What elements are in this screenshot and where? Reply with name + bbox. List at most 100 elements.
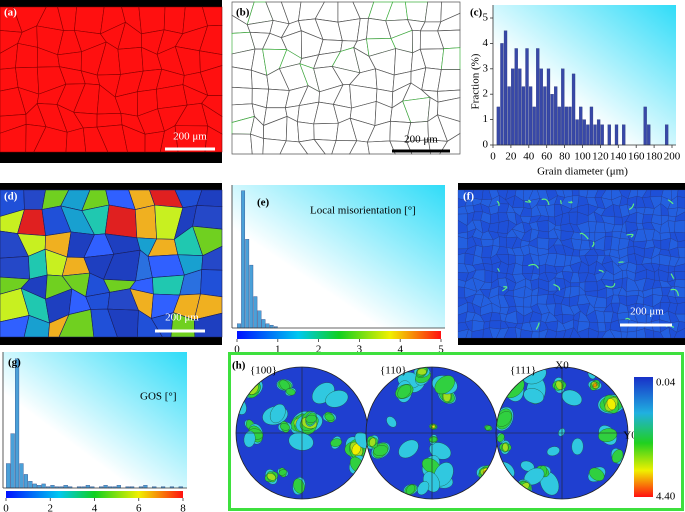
grain bbox=[15, 43, 38, 69]
x-tick-label: 140 bbox=[610, 151, 627, 163]
x-tick-label: 120 bbox=[592, 151, 609, 163]
pole-figure-outline bbox=[495, 366, 629, 500]
misorientation-band bbox=[496, 200, 500, 207]
histogram-bar bbox=[10, 433, 15, 489]
grain bbox=[393, 48, 413, 76]
intensity-contour bbox=[278, 469, 287, 476]
grain bbox=[74, 6, 105, 35]
histogram-bar bbox=[525, 48, 529, 146]
intensity-contour bbox=[593, 383, 597, 388]
histogram-bar bbox=[85, 485, 90, 489]
grain bbox=[674, 257, 685, 267]
histogram-bar bbox=[589, 106, 594, 146]
intensity-contour bbox=[610, 367, 628, 381]
x-tick-label: 1 bbox=[275, 344, 281, 356]
histogram-bar bbox=[614, 124, 619, 146]
x-tick-label: 2 bbox=[316, 344, 322, 356]
histogram-bar bbox=[14, 358, 20, 489]
x-tick-label: 4 bbox=[92, 503, 98, 512]
grain bbox=[522, 264, 534, 275]
grain bbox=[675, 297, 685, 305]
y-tick-label: 4 bbox=[483, 37, 489, 49]
histogram-bar bbox=[116, 485, 121, 489]
intensity-contour bbox=[285, 388, 296, 396]
misorientation-band bbox=[553, 283, 561, 291]
grain bbox=[675, 302, 685, 315]
grain bbox=[673, 263, 685, 272]
intensity-contour bbox=[546, 446, 560, 457]
x-tick-label: 20 bbox=[505, 151, 517, 163]
panel-frame bbox=[228, 352, 684, 511]
histogram-bar bbox=[23, 474, 28, 489]
grain bbox=[0, 255, 30, 280]
histogram-bar bbox=[664, 124, 669, 146]
plot-background bbox=[232, 185, 445, 328]
grain bbox=[667, 215, 677, 222]
grain-map-d bbox=[0, 189, 223, 338]
scale-bar-label: 200 μm bbox=[173, 131, 207, 143]
grain bbox=[200, 269, 223, 298]
histogram-bar bbox=[253, 296, 258, 329]
intensity-contour bbox=[497, 433, 505, 443]
histogram-bar bbox=[536, 48, 540, 146]
grain bbox=[437, 69, 461, 92]
colorbar bbox=[237, 331, 441, 339]
grain bbox=[673, 271, 685, 281]
x-tick-label: 5 bbox=[438, 344, 444, 356]
histogram-bar bbox=[586, 124, 590, 146]
histogram-bar bbox=[550, 94, 554, 146]
intensity-contour bbox=[523, 388, 544, 404]
intensity-contour bbox=[417, 368, 427, 376]
x-tick-label: 40 bbox=[523, 151, 535, 163]
grain bbox=[677, 240, 685, 248]
grain bbox=[584, 281, 598, 292]
intensity-contour bbox=[386, 416, 397, 428]
y-tick-label: 3 bbox=[483, 62, 489, 74]
x-tick-label: 0 bbox=[234, 344, 240, 356]
annotation: GOS [°] bbox=[140, 391, 176, 403]
histogram-bar bbox=[237, 323, 241, 329]
intensity-contour bbox=[374, 379, 384, 388]
histogram-bar bbox=[514, 48, 518, 146]
histogram-bar bbox=[257, 310, 262, 329]
axis-label: Y0 bbox=[623, 430, 637, 442]
misorientation-band bbox=[528, 263, 539, 269]
misorientation-band bbox=[525, 199, 532, 203]
misorientation-band bbox=[625, 317, 631, 321]
x-tick-label: 60 bbox=[541, 151, 553, 163]
histogram-bar bbox=[269, 324, 274, 329]
misorientation-band bbox=[605, 283, 616, 288]
misorientation-band bbox=[628, 203, 635, 211]
intensity-contour bbox=[485, 425, 492, 431]
kam-map-f bbox=[457, 189, 685, 339]
grain bbox=[499, 236, 507, 248]
histogram-bar bbox=[63, 485, 68, 489]
grain bbox=[568, 211, 578, 226]
grain bbox=[117, 46, 144, 75]
panel-label: (g) bbox=[8, 357, 21, 369]
histogram-bar bbox=[518, 68, 522, 146]
histogram-bar bbox=[561, 68, 565, 146]
colorbar-label: 4.40 bbox=[656, 491, 676, 503]
histogram-bar bbox=[143, 485, 148, 489]
histogram-bar bbox=[593, 124, 597, 146]
x-tick-label: 180 bbox=[646, 151, 663, 163]
pole-figure bbox=[496, 367, 628, 499]
grain bbox=[65, 127, 87, 153]
histogram-bar bbox=[564, 106, 569, 146]
grain bbox=[569, 282, 581, 287]
histogram-bar bbox=[32, 483, 37, 489]
histogram-bar bbox=[579, 106, 583, 146]
grain bbox=[424, 1, 442, 23]
grain bbox=[626, 330, 637, 339]
histogram-bar bbox=[582, 119, 586, 146]
grain bbox=[231, 66, 253, 89]
grain bbox=[231, 86, 253, 106]
histogram-bar bbox=[575, 119, 579, 146]
x-tick-label: 80 bbox=[559, 151, 571, 163]
grain bbox=[676, 321, 685, 333]
grain bbox=[297, 121, 315, 143]
histogram-bar bbox=[532, 106, 536, 146]
x-tick-label: 2 bbox=[48, 503, 54, 512]
